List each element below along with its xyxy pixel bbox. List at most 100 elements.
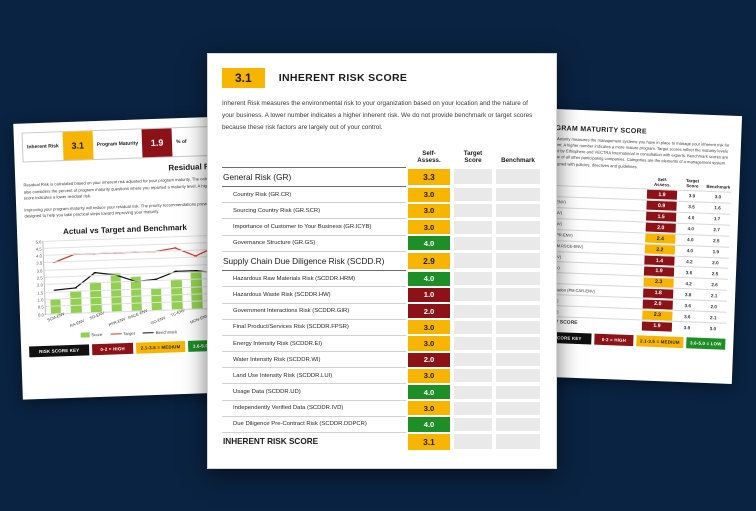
target-score-cell: 3.9 bbox=[673, 321, 701, 333]
table-row: Water Intensity Risk (SCDDR.WI) 2.0 bbox=[222, 351, 542, 369]
chart-y-tick-label: 3.0 bbox=[36, 268, 43, 274]
target-score-cell bbox=[452, 433, 494, 451]
benchmark-cell bbox=[494, 287, 542, 303]
program-maturity-table-body: 1.93.93.0(PM.SCM-ENV)0.93.51.6(PM.RA-ENV… bbox=[531, 184, 732, 334]
row-label: Country Risk (GR.CR) bbox=[222, 186, 406, 204]
table-row: Usage Data (SCDDR.UD) 4.0 bbox=[222, 383, 542, 401]
self-assess-cell: 4.0 bbox=[406, 384, 452, 400]
chart-point bbox=[73, 286, 77, 289]
target-score-cell bbox=[452, 416, 494, 432]
chart-point bbox=[112, 251, 117, 254]
chart-plot-area: 0.0 0.5 1.0 1.5 2.0 2.5 3.0 3.5 4.0 4.5 5.0 bbox=[35, 234, 228, 317]
header-benchmark: Benchmark bbox=[706, 183, 731, 190]
target-score-cell bbox=[452, 219, 494, 235]
empty-value-box bbox=[496, 417, 540, 431]
program-maturity-label: Program Maturity bbox=[96, 140, 139, 148]
risk-score-key-right: RISK SCORE KEY 0-2 = HIGH 2.1-3.5 = MEDI… bbox=[531, 331, 726, 350]
legend-item-score: Score bbox=[80, 331, 103, 338]
empty-value-box bbox=[496, 220, 540, 234]
self-assess-cell: 3.0 bbox=[406, 203, 452, 219]
score-badge: 1.5 bbox=[645, 211, 677, 222]
header-self-assess-line2: Assess. bbox=[417, 157, 441, 165]
empty-value-box bbox=[454, 353, 492, 367]
target-score-cell bbox=[452, 335, 494, 351]
empty-value-box bbox=[454, 385, 492, 399]
header-target-line2: Score bbox=[464, 157, 482, 165]
target-score-cell bbox=[452, 251, 494, 270]
header-benchmark: Benchmark bbox=[501, 157, 535, 165]
benchmark-cell bbox=[494, 384, 542, 400]
header-target-line2: Score bbox=[686, 182, 699, 189]
benchmark-cell bbox=[494, 352, 542, 368]
score-badge: 4.0 bbox=[408, 417, 450, 432]
header-target-line1: Target bbox=[463, 149, 483, 157]
score-badge: 2.2 bbox=[644, 244, 676, 255]
self-assess-cell: 3.0 bbox=[406, 368, 452, 384]
target-score-cell bbox=[452, 203, 494, 219]
benchmark-cell bbox=[494, 187, 542, 203]
score-badge: 1.4 bbox=[644, 255, 675, 266]
score-badge: 2.0 bbox=[645, 222, 676, 233]
score-badge: 1.9 bbox=[641, 321, 673, 332]
empty-value-box bbox=[454, 204, 492, 218]
self-assess-cell: 3.1 bbox=[406, 433, 452, 451]
self-assess-cell: 4.0 bbox=[406, 235, 452, 251]
header-self-assess: Self- Assess. bbox=[406, 150, 452, 167]
chart-x-tick-label: RA-ENV bbox=[68, 317, 85, 328]
empty-value-box bbox=[496, 204, 540, 218]
inherent-risk-value: 3.1 bbox=[62, 131, 94, 161]
empty-value-box bbox=[454, 188, 492, 202]
empty-value-box bbox=[496, 434, 540, 450]
chart-point bbox=[134, 280, 138, 282]
benchmark-cell bbox=[494, 303, 542, 319]
inherent-risk-table-body: General Risk (GR) 3.3 Country Risk (GR.CR)… bbox=[222, 166, 542, 451]
self-assess-cell: 3.0 bbox=[406, 319, 452, 335]
actual-vs-target-chart: 0.0 0.5 1.0 1.5 2.0 2.5 3.0 3.5 4.0 4.5 5.0 SCM-EN… bbox=[25, 234, 228, 333]
legend-label-benchmark: Benchmark bbox=[155, 328, 178, 335]
chart-y-tick-label: 1.0 bbox=[37, 297, 44, 303]
score-badge: 1.8 bbox=[643, 288, 674, 299]
table-row: Sourcing Country Risk (GR.SCR) 3.0 bbox=[222, 202, 542, 220]
score-badge: 3.0 bbox=[408, 368, 450, 383]
target-score-cell bbox=[452, 287, 494, 303]
section-number-badge: 3.1 bbox=[222, 68, 265, 89]
empty-value-box bbox=[454, 236, 492, 250]
legend-label-score: Score bbox=[91, 331, 103, 337]
score-badge: 3.0 bbox=[408, 336, 450, 351]
benchmark-cell bbox=[494, 167, 542, 186]
chart-line-series bbox=[52, 245, 219, 291]
header-category bbox=[222, 150, 406, 167]
benchmark-cell bbox=[494, 203, 542, 219]
self-assess-cell: 3.0 bbox=[406, 335, 452, 351]
table-header-row: Self- Assess. Target Score Benchmark bbox=[222, 150, 542, 167]
chart-point bbox=[93, 271, 97, 273]
empty-value-box bbox=[496, 188, 540, 202]
empty-value-box bbox=[454, 434, 492, 450]
risk-key-high-right: 0-2 = HIGH bbox=[594, 333, 634, 347]
self-assess-cell: 4.0 bbox=[406, 271, 452, 287]
empty-value-box bbox=[496, 272, 540, 286]
table-row: Independently Verified Data (SCDDR.IVD) 3… bbox=[222, 400, 542, 417]
score-badge: 0.9 bbox=[646, 200, 677, 211]
benchmark-cell bbox=[494, 335, 542, 351]
empty-value-box bbox=[454, 253, 492, 269]
row-label: Water Intensity Risk (SCDDR.WI) bbox=[222, 351, 406, 369]
chart-y-tick-label: 0.0 bbox=[38, 311, 45, 318]
score-badge: 1.0 bbox=[408, 287, 450, 303]
empty-value-box bbox=[454, 401, 492, 415]
residual-risk-document[interactable]: Inherent Risk 3.1 Program Maturity 1.9 %… bbox=[13, 116, 239, 400]
target-score-cell bbox=[452, 319, 494, 335]
row-label: Hazardous Waste Risk (SCDDR.HW) bbox=[222, 286, 406, 304]
row-label: Hazardous Raw Materials Risk (SCDDR.HRM) bbox=[222, 270, 406, 288]
inherent-risk-score-card[interactable]: 3.1 INHERENT RISK SCORE Inherent Risk me… bbox=[207, 53, 557, 469]
summary-score-bar: Inherent Risk 3.1 Program Maturity 1.9 %… bbox=[21, 125, 223, 163]
empty-value-box bbox=[454, 369, 492, 383]
empty-value-box bbox=[454, 320, 492, 334]
empty-value-box bbox=[496, 320, 540, 334]
row-label: Energy Intensity Risk (SCDDR.EI) bbox=[222, 335, 406, 353]
table-row: Final Product/Services Risk (SCDDR.FPSR)… bbox=[222, 319, 542, 336]
row-label: Governance Structure (GR.GS) bbox=[222, 235, 406, 252]
risk-key-medium: 2.1-3.5 = MEDIUM bbox=[135, 340, 186, 354]
empty-value-box bbox=[496, 253, 540, 269]
